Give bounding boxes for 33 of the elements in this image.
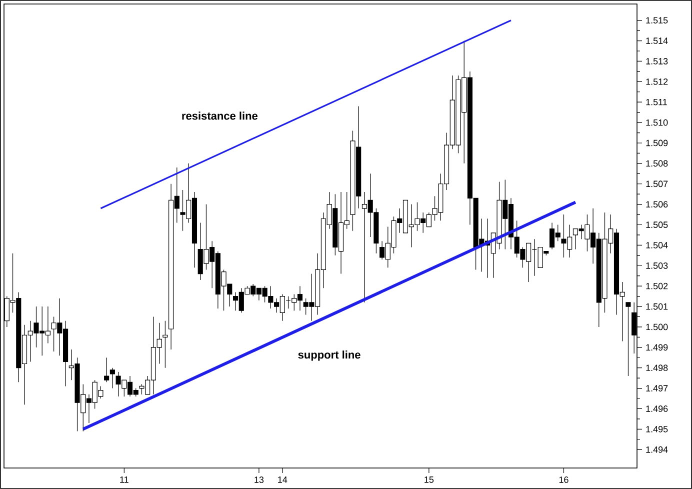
y-tick-label: 1.511 — [646, 98, 667, 106]
y-tick-label: 1.504 — [646, 242, 668, 248]
y-tick-label: 1.512 — [646, 78, 668, 85]
candlestick — [162, 320, 168, 368]
x-tick-label: 15 — [424, 476, 434, 483]
candlestick — [110, 368, 115, 389]
y-tick-label: 1.514 — [646, 38, 668, 44]
y-tick-label: 1.495 — [646, 426, 668, 432]
series-label: resistance line — [182, 112, 258, 120]
x-tick-label: 11 — [120, 476, 128, 483]
series-label: support line — [298, 350, 360, 361]
y-tick-label: 1.509 — [646, 140, 668, 146]
candlestick — [626, 302, 631, 376]
y-tick-label: 1.513 — [646, 58, 668, 64]
y-tick-label: 1.499 — [646, 344, 668, 351]
candlestick — [104, 357, 110, 382]
y-tick-label: 1.510 — [646, 119, 668, 126]
y-tick-label: 1.515 — [646, 17, 668, 24]
x-tick-label: 13 — [254, 476, 264, 483]
y-tick-label: 1.502 — [646, 282, 668, 290]
y-tick-label: 1.503 — [646, 262, 668, 269]
y-tick-label: 1.505 — [646, 222, 668, 228]
y-tick-label: 1.507 — [646, 180, 668, 188]
y-tick-label: 1.497 — [646, 385, 668, 392]
x-tick-label: 14 — [278, 476, 288, 483]
y-tick-label: 1.498 — [646, 364, 668, 372]
y-tick-label: 1.501 — [646, 303, 668, 310]
y-tick-label: 1.496 — [646, 406, 668, 412]
y-tick-label: 1.494 — [646, 446, 668, 453]
y-tick-label: 1.508 — [646, 160, 668, 167]
y-tick-label: 1.500 — [646, 324, 668, 330]
y-tick-label: 1.506 — [646, 201, 668, 208]
x-tick-label: 16 — [559, 476, 568, 483]
